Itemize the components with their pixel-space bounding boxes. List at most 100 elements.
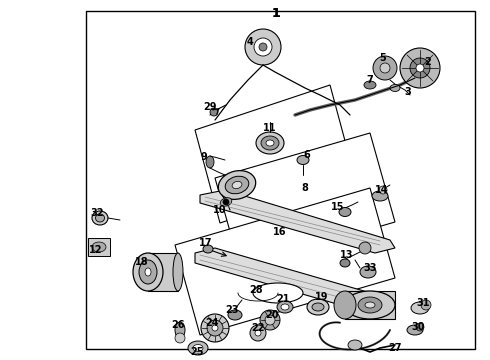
Bar	[345, 291, 395, 319]
Ellipse shape	[345, 291, 395, 319]
Ellipse shape	[133, 253, 163, 291]
Text: 21: 21	[276, 294, 290, 304]
Bar	[88, 238, 110, 256]
Text: 18: 18	[135, 257, 149, 267]
Text: 30: 30	[411, 322, 425, 332]
Ellipse shape	[139, 260, 157, 284]
Circle shape	[175, 333, 185, 343]
Text: 32: 32	[90, 208, 104, 218]
Circle shape	[260, 310, 280, 330]
Text: 7: 7	[367, 75, 373, 85]
Ellipse shape	[203, 245, 213, 253]
Text: 24: 24	[205, 318, 219, 328]
Ellipse shape	[145, 268, 151, 276]
Ellipse shape	[232, 181, 242, 189]
Text: 20: 20	[265, 310, 279, 320]
Polygon shape	[200, 190, 395, 253]
Polygon shape	[195, 85, 355, 223]
Bar	[86, 11, 475, 349]
Ellipse shape	[193, 345, 203, 351]
Ellipse shape	[348, 340, 362, 350]
Circle shape	[359, 242, 371, 254]
Text: 23: 23	[225, 305, 239, 315]
Circle shape	[254, 38, 272, 56]
Ellipse shape	[297, 156, 309, 165]
Text: 2: 2	[425, 57, 431, 67]
Circle shape	[410, 58, 430, 78]
Ellipse shape	[339, 207, 351, 216]
Ellipse shape	[188, 341, 208, 355]
Circle shape	[400, 48, 440, 88]
Polygon shape	[215, 133, 395, 267]
Ellipse shape	[253, 283, 303, 303]
Circle shape	[416, 323, 424, 331]
Circle shape	[373, 56, 397, 80]
Circle shape	[416, 64, 424, 72]
Text: 1: 1	[271, 6, 280, 19]
Text: 16: 16	[273, 227, 287, 237]
Text: 26: 26	[171, 320, 185, 330]
Ellipse shape	[334, 291, 356, 319]
Ellipse shape	[228, 310, 242, 320]
Circle shape	[259, 43, 267, 51]
Ellipse shape	[390, 85, 400, 91]
Text: 8: 8	[301, 183, 308, 193]
Ellipse shape	[307, 299, 329, 315]
Ellipse shape	[261, 136, 279, 150]
Circle shape	[250, 325, 266, 341]
Text: 12: 12	[89, 245, 103, 255]
Ellipse shape	[175, 322, 185, 338]
Circle shape	[223, 199, 229, 205]
Ellipse shape	[206, 156, 214, 168]
Circle shape	[255, 330, 261, 336]
Ellipse shape	[312, 303, 324, 311]
Text: 28: 28	[249, 285, 263, 295]
Text: 10: 10	[213, 205, 227, 215]
Text: 22: 22	[251, 323, 265, 333]
Circle shape	[245, 29, 281, 65]
Circle shape	[212, 325, 218, 331]
Circle shape	[201, 314, 229, 342]
Ellipse shape	[266, 140, 274, 146]
Text: 5: 5	[380, 53, 387, 63]
Text: 33: 33	[363, 263, 377, 273]
Text: 11: 11	[263, 123, 277, 133]
Ellipse shape	[225, 176, 249, 194]
Ellipse shape	[358, 297, 382, 313]
Text: 9: 9	[200, 152, 207, 162]
Circle shape	[207, 320, 223, 336]
Ellipse shape	[372, 191, 388, 201]
Text: 25: 25	[190, 347, 204, 357]
Circle shape	[265, 315, 275, 325]
Ellipse shape	[256, 132, 284, 154]
Ellipse shape	[173, 253, 183, 291]
Text: 19: 19	[315, 292, 329, 302]
Bar	[148, 253, 178, 291]
Text: 29: 29	[203, 102, 217, 112]
Ellipse shape	[92, 211, 108, 225]
Text: 3: 3	[405, 87, 412, 97]
Ellipse shape	[218, 171, 256, 199]
Ellipse shape	[340, 259, 350, 267]
Ellipse shape	[364, 81, 376, 89]
Ellipse shape	[407, 325, 423, 335]
Text: 6: 6	[304, 150, 310, 160]
Text: 1: 1	[271, 6, 280, 19]
Ellipse shape	[220, 198, 232, 206]
Circle shape	[379, 186, 387, 194]
Text: 31: 31	[416, 298, 430, 308]
Ellipse shape	[411, 302, 429, 314]
Text: 14: 14	[375, 185, 389, 195]
Ellipse shape	[96, 214, 104, 222]
Text: 4: 4	[246, 37, 253, 47]
Ellipse shape	[281, 304, 289, 310]
Ellipse shape	[365, 302, 375, 308]
Ellipse shape	[92, 242, 106, 252]
Polygon shape	[175, 188, 395, 335]
Circle shape	[421, 300, 431, 310]
Ellipse shape	[360, 266, 376, 278]
Text: 13: 13	[340, 250, 354, 260]
Circle shape	[380, 63, 390, 73]
Text: 17: 17	[199, 238, 213, 248]
Text: 15: 15	[331, 202, 345, 212]
